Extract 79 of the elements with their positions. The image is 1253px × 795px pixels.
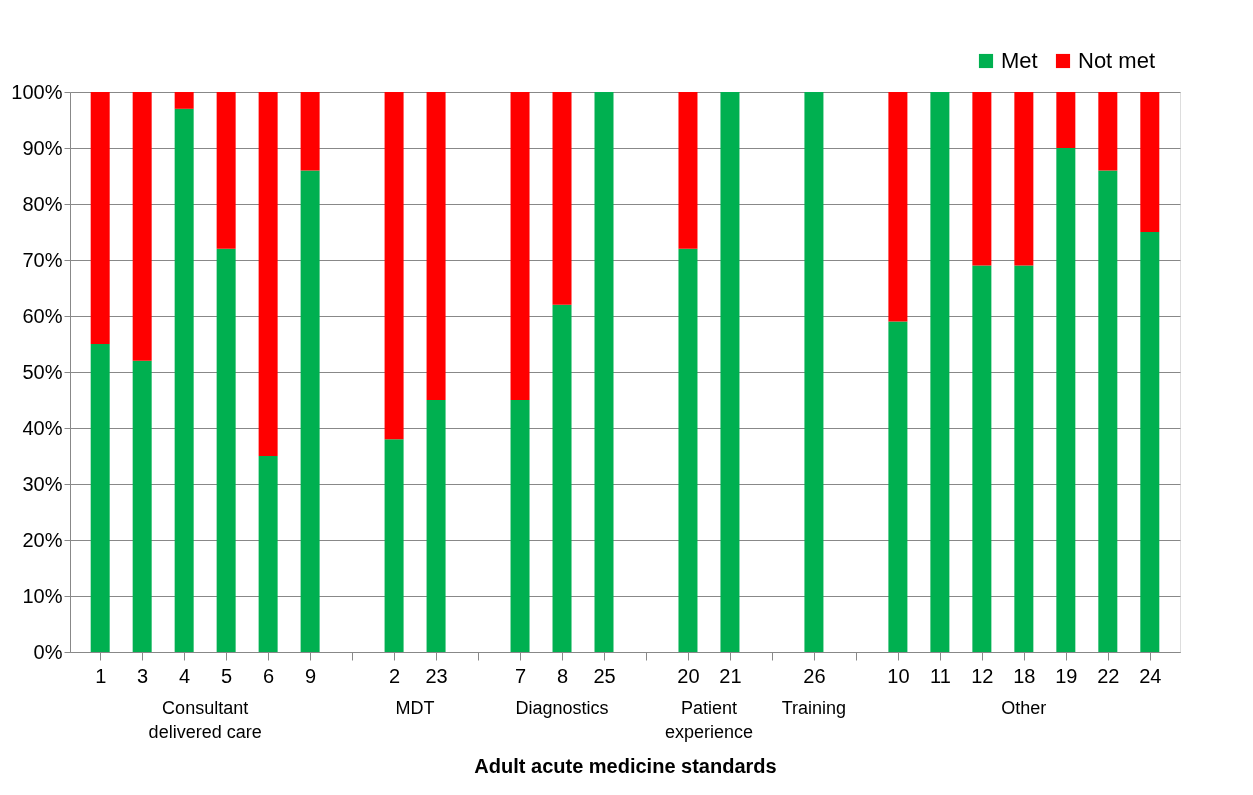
x-tick-label: 7	[514, 664, 527, 687]
bar	[1056, 92, 1076, 148]
bar	[426, 92, 446, 400]
y-tick-label: 100%	[11, 80, 63, 103]
bar	[174, 108, 194, 652]
text: MDT	[395, 698, 435, 718]
x-tick-label: 10	[887, 664, 910, 687]
bar	[1014, 265, 1034, 652]
x-tick-label: 8	[556, 664, 569, 687]
y-tick-label: 70%	[22, 248, 63, 271]
y-tick-label: 0%	[33, 640, 63, 663]
y-tick-label: 20%	[22, 528, 63, 551]
x-tick-label: 1	[95, 664, 107, 687]
x-tick-label: 21	[719, 664, 742, 687]
legend-label: Not met	[1078, 48, 1156, 73]
bar	[258, 92, 278, 456]
bar	[174, 92, 194, 109]
text: Other	[1001, 698, 1047, 718]
bar	[1098, 92, 1118, 171]
bar	[384, 439, 404, 652]
x-tick-label: 3	[137, 664, 149, 687]
x-tick-label: 20	[677, 664, 700, 687]
bar	[300, 170, 320, 652]
y-tick-label: 50%	[22, 360, 63, 383]
x-tick-label: 9	[305, 664, 317, 687]
y-tick-label: 90%	[22, 136, 63, 159]
bar	[216, 248, 236, 652]
bar	[888, 92, 908, 322]
x-tick-label: 4	[179, 664, 191, 687]
y-tick-label: 30%	[22, 472, 63, 495]
x-axis-title: Adult acute medicine standards	[474, 754, 777, 777]
bar	[678, 92, 698, 249]
bar	[510, 400, 530, 652]
text: Training	[781, 698, 847, 718]
bar	[90, 344, 110, 652]
y-tick-label: 80%	[22, 192, 63, 215]
bar	[678, 248, 698, 652]
bar	[972, 92, 992, 266]
x-tick-label: 11	[930, 664, 951, 687]
bar	[426, 400, 446, 652]
y-tick-label: 60%	[22, 304, 63, 327]
text: Consultant delivered care	[148, 698, 262, 742]
bar	[888, 321, 908, 652]
bar	[972, 265, 992, 652]
bar	[552, 92, 572, 305]
x-tick-label: 19	[1055, 664, 1078, 687]
x-tick-label: 22	[1097, 664, 1120, 687]
bar	[1014, 92, 1034, 266]
bar	[1140, 232, 1160, 652]
text: Diagnostics	[515, 698, 609, 718]
x-tick-label: 6	[263, 664, 275, 687]
bar	[90, 92, 110, 344]
x-tick-label: 25	[593, 664, 616, 687]
bar	[132, 360, 152, 652]
bar	[216, 92, 236, 249]
bar	[720, 92, 740, 652]
x-tick-label: 23	[425, 664, 448, 687]
bar	[804, 92, 824, 652]
bar	[1140, 92, 1160, 232]
bar	[1056, 148, 1076, 652]
text: Patient experience	[664, 698, 753, 742]
bar	[510, 92, 530, 400]
x-tick-label: 24	[1139, 664, 1162, 687]
legend-label: Met	[1001, 48, 1038, 73]
bar	[258, 456, 278, 652]
x-tick-label: 26	[803, 664, 826, 687]
x-tick-label: 12	[971, 664, 994, 687]
bar	[1098, 170, 1118, 652]
bar	[384, 92, 404, 440]
bar	[300, 92, 320, 171]
y-tick-label: 40%	[22, 416, 63, 439]
x-tick-label: 5	[221, 664, 233, 687]
bar	[594, 92, 614, 652]
x-tick-label: 18	[1013, 664, 1036, 687]
x-tick-label: 2	[389, 664, 401, 687]
bar	[132, 92, 152, 361]
y-tick-label: 10%	[22, 584, 63, 607]
bar	[552, 304, 572, 652]
bar	[930, 92, 950, 652]
